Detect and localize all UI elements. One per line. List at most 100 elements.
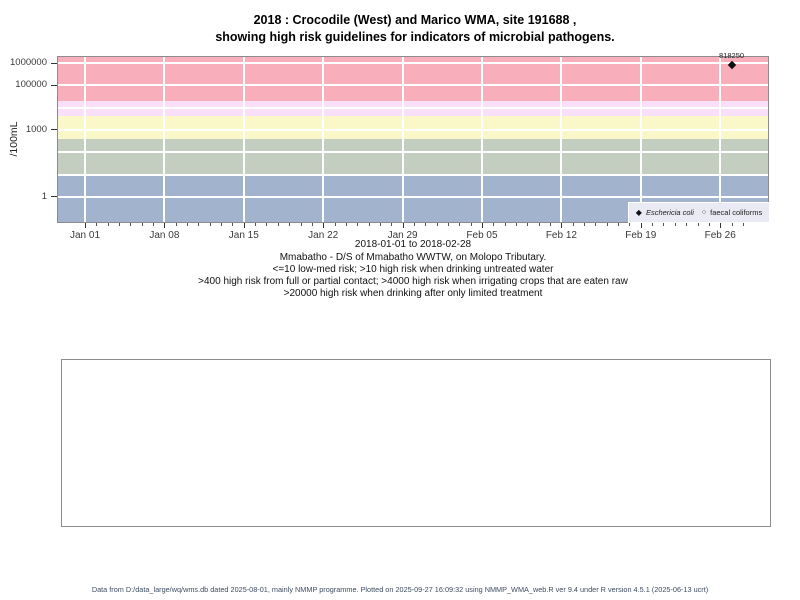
x-minor-tick: [731, 223, 733, 226]
x-minor-tick: [187, 223, 189, 226]
data-point-label: 818250: [719, 50, 745, 60]
x-minor-tick: [221, 223, 223, 226]
x-minor-tick: [209, 223, 211, 226]
y-tick: [51, 129, 57, 131]
x-minor-tick: [198, 223, 200, 226]
x-minor-tick: [708, 223, 710, 226]
x-minor-tick: [550, 223, 552, 226]
x-minor-tick: [334, 223, 336, 226]
x-tick-label: Feb 19: [625, 230, 657, 241]
h-gridline: [58, 173, 768, 176]
legend-label-faecal-coliforms: faecal coliforms: [710, 208, 763, 217]
x-tick-label: Jan 01: [69, 230, 101, 241]
x-tick: [243, 223, 245, 228]
x-tick: [85, 223, 86, 228]
x-minor-tick: [436, 223, 438, 226]
y-tick: [51, 62, 57, 64]
v-gridline: [719, 57, 722, 222]
v-gridline: [322, 57, 325, 222]
x-minor-tick: [130, 223, 132, 226]
plot-region: 1 1000 100000 1000000 Jan 01 Jan 08 Jan 15 Jan …: [10, 50, 769, 241]
x-minor-tick: [629, 223, 631, 226]
x-minor-tick: [391, 223, 393, 226]
x-tick: [640, 223, 642, 228]
faecal-coliforms-marker-icon: ○: [701, 209, 707, 216]
x-tick-label: Jan 22: [308, 230, 339, 241]
h-gridline: [58, 84, 768, 87]
x-minor-tick: [652, 223, 654, 226]
x-minor-tick: [232, 223, 234, 226]
x-minor-tick: [470, 223, 472, 226]
h-gridline: [58, 62, 768, 64]
caption-risk-low: <=10 low-med risk; >10 high risk when dr…: [272, 264, 554, 275]
x-minor-tick: [141, 223, 143, 226]
legend-label-escherichia-coli: Eschericia coli: [645, 208, 694, 217]
x-minor-tick: [289, 223, 291, 226]
empty-panel: [61, 359, 771, 527]
v-gridline: [242, 57, 245, 222]
caption-risk-contact: >400 high risk from full or partial cont…: [198, 276, 628, 287]
x-minor-tick: [674, 223, 676, 226]
risk-band-1: [58, 138, 768, 175]
x-tick-label: Jan 08: [149, 230, 180, 241]
x-tick-label: Feb 26: [704, 230, 736, 241]
x-minor-tick: [119, 223, 121, 226]
risk-band-4: [58, 57, 768, 101]
x-tick: [482, 223, 483, 228]
v-gridline: [163, 57, 166, 222]
chart-title: 2018 : Crocodile (West) and Marico WMA, …: [0, 12, 800, 46]
x-tick: [402, 223, 404, 228]
x-minor-tick: [368, 223, 370, 226]
y-tick-label: 1: [41, 190, 47, 202]
caption-site: Mmabatho - D/S of Mmabatho WWTW, on Molo…: [279, 252, 547, 263]
x-axis-label: 2018-01-01 to 2018-02-28: [354, 239, 472, 250]
x-minor-tick: [572, 223, 574, 226]
x-minor-tick: [459, 223, 461, 226]
y-tick: [51, 84, 57, 86]
v-gridline: [639, 57, 642, 222]
x-minor-tick: [504, 223, 506, 226]
y-tick-label: 100000: [15, 79, 47, 91]
x-tick-label: Feb 05: [466, 230, 498, 241]
x-minor-tick: [493, 223, 495, 226]
v-gridline: [401, 57, 404, 222]
caption-risk-treatment: >20000 high risk when drinking after onl…: [283, 288, 543, 299]
x-minor-tick: [277, 223, 279, 226]
x-minor-tick: [175, 223, 177, 226]
x-minor-tick: [266, 223, 268, 226]
x-minor-tick: [527, 223, 529, 226]
footer-note: Data from D:/data_large/wq/wms.db dated …: [91, 585, 709, 594]
y-tick-label: 1000: [25, 123, 47, 135]
x-minor-tick: [300, 223, 302, 226]
x-minor-tick: [96, 223, 98, 226]
risk-band-2: [58, 116, 768, 139]
x-minor-tick: [153, 223, 155, 226]
x-minor-tick: [357, 223, 359, 226]
y-tick-label: 1000000: [10, 57, 47, 68]
x-minor-tick: [413, 223, 415, 226]
escherichia-coli-marker-icon: ◆: [635, 207, 642, 217]
x-minor-tick: [742, 223, 744, 226]
h-gridline: [58, 106, 768, 109]
x-tick-label: Jan 29: [387, 230, 418, 241]
x-minor-tick: [618, 223, 620, 226]
x-tick: [720, 223, 722, 228]
x-minor-tick: [107, 223, 109, 226]
x-tick: [561, 223, 563, 228]
x-minor-tick: [379, 223, 381, 226]
h-gridline: [58, 195, 768, 198]
chart-title-line2: showing high risk guidelines for indicat…: [215, 30, 615, 44]
x-minor-tick: [255, 223, 257, 226]
x-minor-tick: [345, 223, 347, 226]
x-minor-tick: [516, 223, 518, 226]
y-tick: [51, 196, 57, 198]
legend: ◆ Eschericia coli ○ faecal coliforms: [628, 202, 770, 223]
v-gridline: [560, 57, 563, 222]
chart-title-line1: 2018 : Crocodile (West) and Marico WMA, …: [253, 13, 577, 27]
x-minor-tick: [425, 223, 427, 226]
x-minor-tick: [447, 223, 449, 226]
x-minor-tick: [311, 223, 313, 226]
x-minor-tick: [606, 223, 608, 226]
x-minor-tick: [595, 223, 597, 226]
